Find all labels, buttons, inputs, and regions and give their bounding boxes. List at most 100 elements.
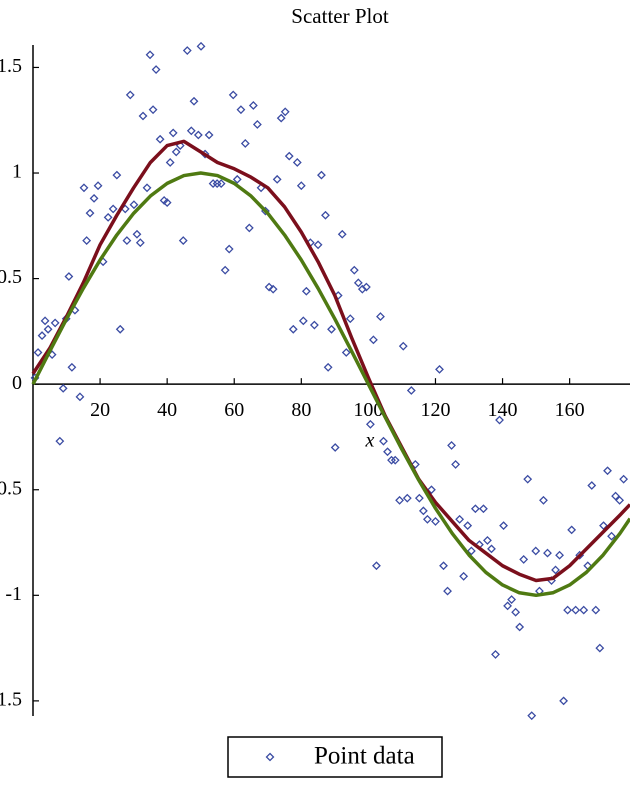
data-point bbox=[459, 571, 469, 581]
data-point bbox=[559, 696, 569, 706]
data-point bbox=[372, 561, 381, 571]
data-point bbox=[383, 447, 392, 457]
data-point bbox=[455, 514, 465, 524]
data-point bbox=[427, 485, 436, 495]
data-point bbox=[301, 286, 311, 296]
data-point bbox=[563, 605, 573, 615]
data-point bbox=[125, 90, 135, 100]
data-point bbox=[182, 46, 192, 55]
data-point bbox=[298, 316, 308, 326]
data-point bbox=[43, 324, 53, 334]
y-tick-label: -1.5 bbox=[0, 688, 22, 710]
data-point bbox=[414, 493, 424, 503]
data-point bbox=[567, 525, 577, 535]
x-tick-label: 120 bbox=[420, 399, 450, 421]
data-point bbox=[145, 50, 155, 60]
data-point bbox=[435, 364, 444, 374]
data-point bbox=[539, 495, 548, 505]
data-point bbox=[523, 474, 533, 484]
data-point bbox=[193, 130, 203, 140]
data-point bbox=[353, 278, 363, 288]
data-point bbox=[599, 521, 608, 531]
data-point bbox=[470, 504, 480, 514]
data-point bbox=[515, 622, 525, 632]
data-point bbox=[330, 443, 340, 452]
data-point bbox=[402, 493, 412, 503]
data-point bbox=[555, 550, 564, 560]
data-point bbox=[252, 120, 262, 129]
data-point bbox=[79, 183, 89, 193]
data-point bbox=[165, 158, 175, 167]
y-tick-label: -1 bbox=[5, 583, 22, 605]
data-point bbox=[75, 392, 85, 402]
y-tick-label: 0.5 bbox=[0, 266, 22, 288]
data-point bbox=[296, 181, 306, 191]
data-point bbox=[115, 324, 125, 334]
data-point bbox=[387, 455, 396, 465]
data-point bbox=[248, 101, 258, 110]
data-point bbox=[216, 179, 226, 188]
data-point bbox=[531, 546, 541, 556]
legend-label: Point data bbox=[314, 743, 415, 770]
data-point bbox=[112, 170, 122, 180]
data-point bbox=[171, 147, 181, 157]
data-point bbox=[439, 561, 448, 571]
data-point bbox=[40, 316, 50, 326]
data-point bbox=[135, 238, 145, 248]
data-point bbox=[309, 320, 319, 330]
data-point bbox=[479, 504, 488, 514]
data-point bbox=[55, 436, 65, 446]
data-point bbox=[276, 113, 286, 123]
line bbox=[31, 171, 630, 598]
data-point bbox=[323, 362, 333, 372]
data-point bbox=[142, 183, 152, 193]
data-point bbox=[365, 419, 375, 429]
data-point bbox=[292, 158, 302, 167]
data-point bbox=[89, 193, 99, 203]
y-tick-label: -0.5 bbox=[0, 477, 22, 499]
data-point bbox=[341, 348, 351, 357]
data-point bbox=[220, 265, 230, 275]
legend-box bbox=[227, 736, 443, 778]
data-point bbox=[240, 139, 250, 148]
data-point bbox=[487, 544, 496, 554]
data-point bbox=[507, 595, 517, 604]
data-point bbox=[376, 312, 385, 322]
x-tick-label: 80 bbox=[291, 399, 311, 421]
data-point bbox=[50, 318, 60, 328]
data-point bbox=[491, 650, 500, 659]
data-point bbox=[103, 212, 113, 222]
data-point bbox=[108, 204, 118, 214]
data-point bbox=[37, 331, 47, 341]
data-point bbox=[443, 586, 452, 596]
data-point bbox=[571, 605, 581, 615]
data-point bbox=[603, 466, 612, 476]
data-point bbox=[132, 229, 142, 239]
data-point bbox=[463, 521, 473, 531]
data-point bbox=[288, 324, 298, 334]
data-point bbox=[196, 41, 206, 51]
data-point bbox=[579, 605, 589, 615]
data-point bbox=[543, 548, 552, 558]
data-point bbox=[410, 459, 420, 469]
data-point bbox=[587, 481, 597, 490]
data-point bbox=[189, 96, 199, 106]
data-point bbox=[168, 128, 178, 138]
data-point bbox=[58, 383, 68, 393]
x-tick-label: 140 bbox=[488, 399, 518, 421]
data-point bbox=[406, 386, 416, 395]
data-point bbox=[178, 236, 188, 246]
data-point bbox=[503, 601, 513, 611]
data-point bbox=[268, 284, 278, 294]
data-point bbox=[499, 521, 508, 531]
data-point bbox=[418, 506, 428, 516]
data-point bbox=[155, 134, 165, 144]
legend-marker bbox=[265, 752, 275, 762]
data-point bbox=[284, 151, 294, 161]
data-point bbox=[33, 348, 43, 357]
data-point bbox=[204, 130, 214, 140]
data-point bbox=[186, 126, 196, 136]
data-point bbox=[611, 491, 620, 501]
data-point bbox=[67, 362, 77, 372]
